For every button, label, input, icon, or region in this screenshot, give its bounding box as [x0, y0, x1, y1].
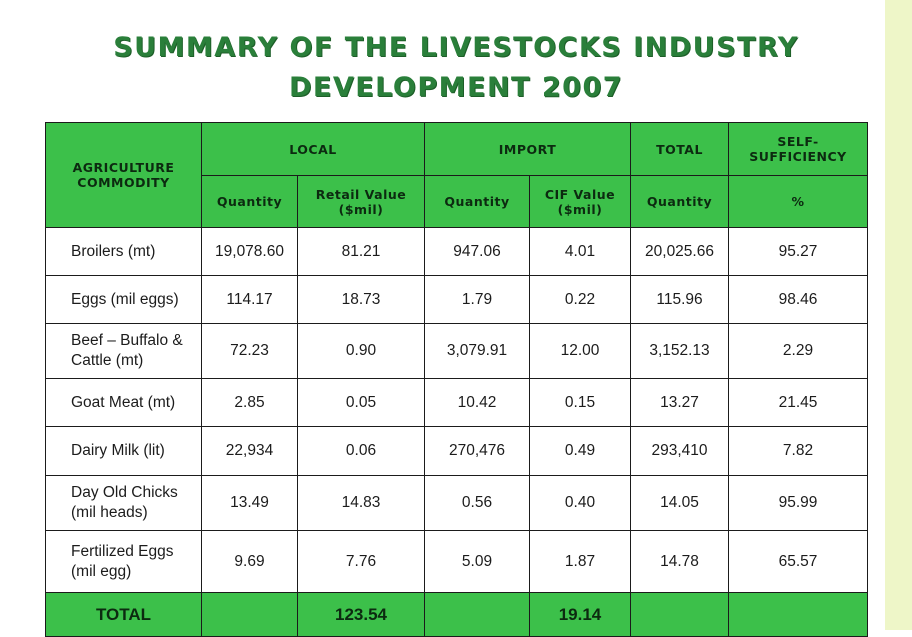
- cell-retail-value: 18.73: [297, 275, 425, 324]
- cell-import-qty: 270,476: [424, 426, 530, 476]
- cell-self-sufficiency: 7.82: [728, 426, 868, 476]
- cell-self-sufficiency: 65.57: [728, 530, 868, 593]
- cell-commodity: Eggs (mil eggs): [45, 275, 202, 324]
- livestock-summary-table: AGRICULTURE COMMODITY LOCAL IMPORT TOTAL…: [45, 122, 868, 637]
- cell-cif-value: 0.49: [529, 426, 631, 476]
- cell-local-qty: 22,934: [201, 426, 298, 476]
- table-row: Day Old Chicks (mil heads) 13.49 14.83 0…: [45, 475, 868, 531]
- cell-total-qty: 20,025.66: [630, 227, 729, 276]
- cell-cif-value: 4.01: [529, 227, 631, 276]
- cell-import-qty: 5.09: [424, 530, 530, 593]
- table-row: Beef – Buffalo & Cattle (mt) 72.23 0.90 …: [45, 323, 868, 379]
- cell-retail-value: 0.05: [297, 378, 425, 427]
- cell-self-sufficiency: 2.29: [728, 323, 868, 379]
- cell-local-qty: 19,078.60: [201, 227, 298, 276]
- cell-local-qty: 13.49: [201, 475, 298, 531]
- header-commodity: AGRICULTURE COMMODITY: [45, 122, 202, 228]
- cell-import-qty: 0.56: [424, 475, 530, 531]
- cell-total-qty: 293,410: [630, 426, 729, 476]
- cell-retail-value: 0.06: [297, 426, 425, 476]
- cell-cif-value: 0.40: [529, 475, 631, 531]
- cell-cif-value: 12.00: [529, 323, 631, 379]
- cell-self-sufficiency: 95.27: [728, 227, 868, 276]
- cell-commodity: Goat Meat (mt): [45, 378, 202, 427]
- cell-total-qty: 14.05: [630, 475, 729, 531]
- cell-retail-value: 0.90: [297, 323, 425, 379]
- cell-commodity: Day Old Chicks (mil heads): [45, 475, 202, 531]
- header-cif-value: CIF Value ($mil): [529, 175, 631, 228]
- header-import-quantity: Quantity: [424, 175, 530, 228]
- cell-retail-value: 14.83: [297, 475, 425, 531]
- header-local: LOCAL: [201, 122, 425, 176]
- header-total-quantity: Quantity: [630, 175, 729, 228]
- cell-commodity: Broilers (mt): [45, 227, 202, 276]
- cell-total-qty: 14.78: [630, 530, 729, 593]
- header-percent: %: [728, 175, 868, 228]
- page-edge-strip: [885, 0, 912, 630]
- header-import: IMPORT: [424, 122, 631, 176]
- title-line-2: DEVELOPMENT 2007: [288, 72, 624, 103]
- cell-self-sufficiency: 98.46: [728, 275, 868, 324]
- title-line-1: SUMMARY OF THE LIVESTOCKS INDUSTRY: [113, 32, 799, 63]
- table-row: Dairy Milk (lit) 22,934 0.06 270,476 0.4…: [45, 426, 868, 476]
- table-row: Fertilized Eggs (mil egg) 9.69 7.76 5.09…: [45, 530, 868, 593]
- cell-local-qty: 114.17: [201, 275, 298, 324]
- cell-retail-value: 81.21: [297, 227, 425, 276]
- table-row: Goat Meat (mt) 2.85 0.05 10.42 0.15 13.2…: [45, 378, 868, 427]
- cell-self-sufficiency: 95.99: [728, 475, 868, 531]
- cell-local-qty: 9.69: [201, 530, 298, 593]
- cell-cif-value: 0.15: [529, 378, 631, 427]
- cell-total-qty: 115.96: [630, 275, 729, 324]
- cell-import-qty: 1.79: [424, 275, 530, 324]
- cell-commodity: Beef – Buffalo & Cattle (mt): [45, 323, 202, 379]
- header-self-sufficiency: SELF-SUFFICIENCY: [728, 122, 868, 176]
- cell-commodity: Dairy Milk (lit): [45, 426, 202, 476]
- cell-total-qty: 3,152.13: [630, 323, 729, 379]
- page-title: SUMMARY OF THE LIVESTOCKS INDUSTRY DEVEL…: [0, 28, 912, 108]
- header-total: TOTAL: [630, 122, 729, 176]
- cell-total-qty: 13.27: [630, 378, 729, 427]
- cell-cif-value: 0.22: [529, 275, 631, 324]
- header-local-quantity: Quantity: [201, 175, 298, 228]
- table-row: Broilers (mt) 19,078.60 81.21 947.06 4.0…: [45, 227, 868, 276]
- cell-import-qty: 947.06: [424, 227, 530, 276]
- cell-cif-value: 1.87: [529, 530, 631, 593]
- cell-commodity: Fertilized Eggs (mil egg): [45, 530, 202, 593]
- table-row: Eggs (mil eggs) 114.17 18.73 1.79 0.22 1…: [45, 275, 868, 324]
- header-retail-value: Retail Value ($mil): [297, 175, 425, 228]
- total-total-qty: [630, 592, 729, 637]
- cell-retail-value: 7.76: [297, 530, 425, 593]
- cell-self-sufficiency: 21.45: [728, 378, 868, 427]
- cell-local-qty: 2.85: [201, 378, 298, 427]
- cell-import-qty: 10.42: [424, 378, 530, 427]
- cell-import-qty: 3,079.91: [424, 323, 530, 379]
- cell-local-qty: 72.23: [201, 323, 298, 379]
